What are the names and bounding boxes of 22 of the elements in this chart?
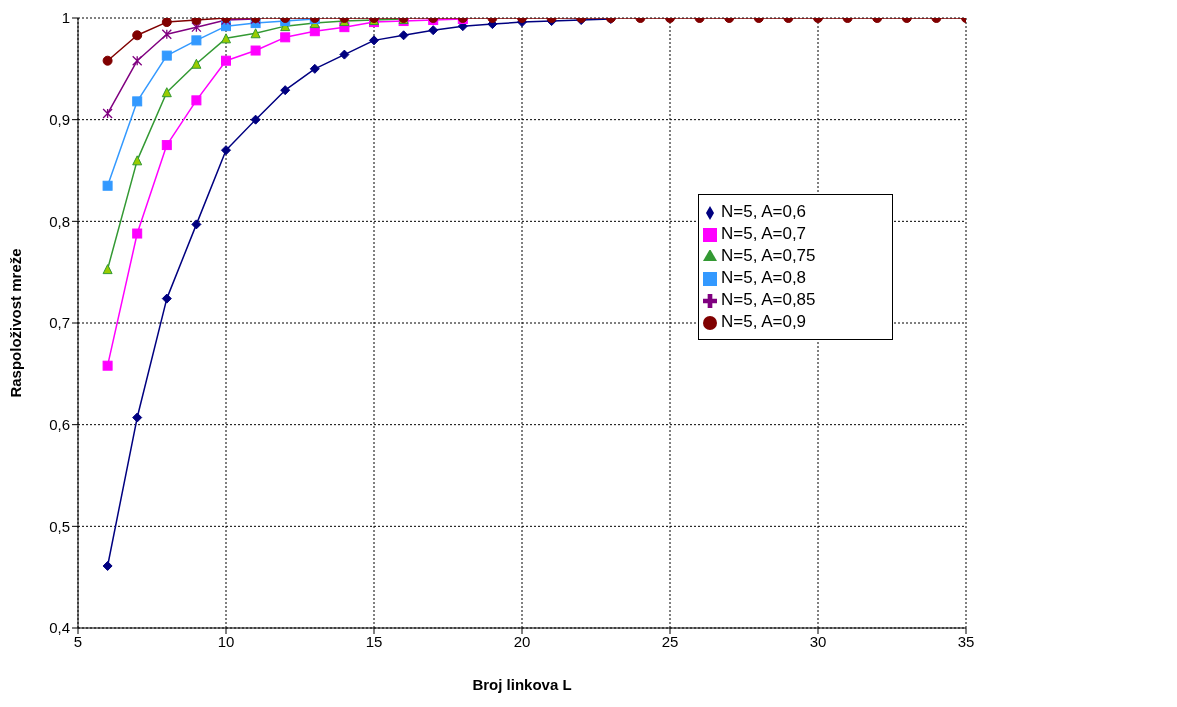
y-tick-label: 0,4 <box>49 619 70 637</box>
legend-label: N=5, A=0,7 <box>721 224 807 243</box>
x-tick-label: 10 <box>217 632 235 650</box>
x-tick-label: 35 <box>957 632 975 650</box>
y-tick-label: 0,9 <box>49 110 70 128</box>
legend-label: N=5, A=0,75 <box>721 246 816 265</box>
y-axis-title: Raspoloživost mreže <box>7 248 25 398</box>
legend-label: N=5, A=0,9 <box>721 312 807 331</box>
x-tick-label: 15 <box>365 632 383 650</box>
legend-label: N=5, A=0,6 <box>721 202 807 221</box>
legend-label: N=5, A=0,85 <box>721 290 816 309</box>
legend-label: N=5, A=0,8 <box>721 268 807 287</box>
y-tick-label: 0,7 <box>49 314 70 332</box>
y-tick-label: 0,5 <box>49 517 70 535</box>
x-tick-label: 30 <box>809 632 827 650</box>
x-tick-label: 5 <box>73 632 83 650</box>
y-tick-label: 1 <box>61 9 70 27</box>
x-tick-label: 25 <box>661 632 679 650</box>
x-axis-title: Broj linkova L <box>472 676 572 693</box>
y-tick-label: 0,8 <box>49 212 70 230</box>
y-tick-label: 0,6 <box>49 415 70 433</box>
x-tick-label: 20 <box>513 632 531 650</box>
